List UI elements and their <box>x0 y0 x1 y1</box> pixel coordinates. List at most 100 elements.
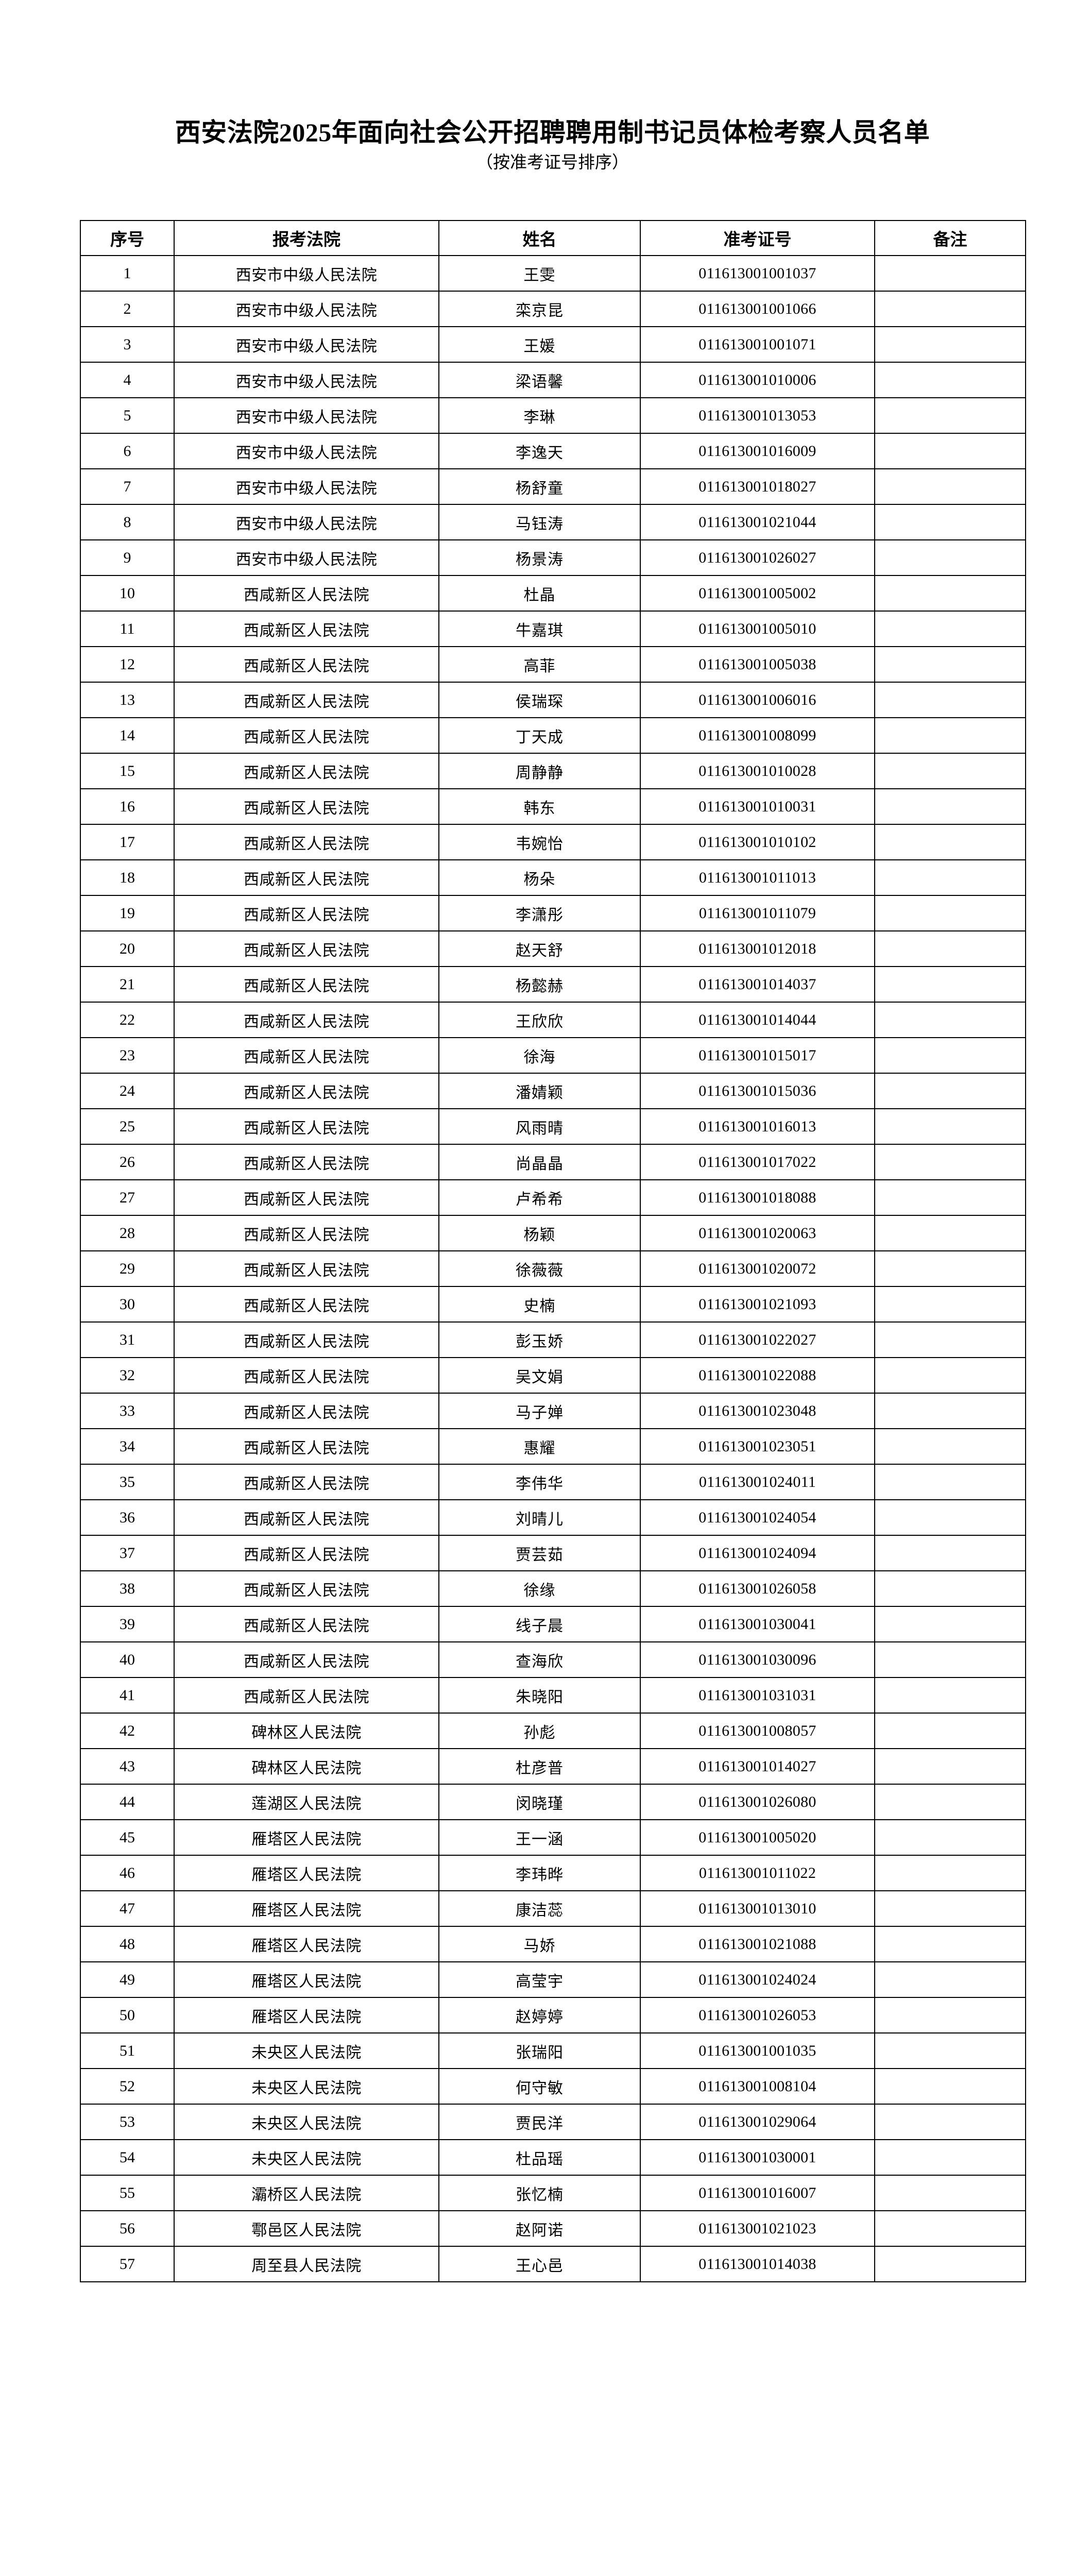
table-row: 18 西咸新区人民法院 杨朵 011613001011013 <box>80 859 1026 896</box>
cell-name: 李琳 <box>438 397 641 434</box>
table-row: 24 西咸新区人民法院 潘婧颖 011613001015036 <box>80 1073 1026 1109</box>
cell-remark <box>874 575 1026 612</box>
cell-remark <box>874 362 1026 398</box>
cell-ticket: 011613001012018 <box>640 930 875 967</box>
cell-court: 雁塔区人民法院 <box>174 1926 439 1962</box>
cell-name: 梁语馨 <box>438 362 641 398</box>
cell-name: 张忆楠 <box>438 2175 641 2211</box>
cell-seq: 31 <box>80 1321 175 1358</box>
cell-remark <box>874 1641 1026 1678</box>
cell-name: 丁天成 <box>438 717 641 754</box>
cell-court: 西咸新区人民法院 <box>174 1250 439 1287</box>
cell-name: 史楠 <box>438 1286 641 1323</box>
cell-ticket: 011613001021044 <box>640 504 875 540</box>
table-row: 51 未央区人民法院 张瑞阳 011613001001035 <box>80 2032 1026 2069</box>
cell-seq: 12 <box>80 646 175 683</box>
cell-seq: 34 <box>80 1428 175 1465</box>
cell-remark <box>874 682 1026 718</box>
cell-remark <box>874 717 1026 754</box>
table-row: 4 西安市中级人民法院 梁语馨 011613001010006 <box>80 362 1026 398</box>
table-row: 26 西咸新区人民法院 尚晶晶 011613001017022 <box>80 1144 1026 1180</box>
cell-ticket: 011613001011022 <box>640 1855 875 1891</box>
cell-seq: 54 <box>80 2139 175 2176</box>
cell-seq: 17 <box>80 824 175 860</box>
cell-court: 雁塔区人民法院 <box>174 1855 439 1891</box>
cell-ticket: 011613001020072 <box>640 1250 875 1287</box>
table-row: 1 西安市中级人民法院 王雯 011613001001037 <box>80 255 1026 292</box>
cell-ticket: 011613001026027 <box>640 539 875 576</box>
table-row: 16 西咸新区人民法院 韩东 011613001010031 <box>80 788 1026 825</box>
cell-ticket: 011613001026058 <box>640 1570 875 1607</box>
cell-name: 杜彦普 <box>438 1748 641 1785</box>
cell-name: 高菲 <box>438 646 641 683</box>
cell-seq: 11 <box>80 611 175 647</box>
cell-court: 西咸新区人民法院 <box>174 895 439 931</box>
cell-name: 李伟华 <box>438 1464 641 1500</box>
cell-name: 张瑞阳 <box>438 2032 641 2069</box>
cell-court: 西咸新区人民法院 <box>174 1606 439 1642</box>
table-row: 5 西安市中级人民法院 李琳 011613001013053 <box>80 397 1026 434</box>
cell-seq: 45 <box>80 1819 175 1856</box>
cell-seq: 42 <box>80 1713 175 1749</box>
cell-court: 西咸新区人民法院 <box>174 1393 439 1429</box>
cell-name: 李潇彤 <box>438 895 641 931</box>
page-subtitle: （按准考证号排序） <box>476 154 629 172</box>
cell-remark <box>874 2175 1026 2211</box>
cell-remark <box>874 539 1026 576</box>
cell-seq: 22 <box>80 1002 175 1038</box>
cell-ticket: 011613001018088 <box>640 1179 875 1216</box>
cell-ticket: 011613001015036 <box>640 1073 875 1109</box>
cell-seq: 39 <box>80 1606 175 1642</box>
cell-court: 西安市中级人民法院 <box>174 397 439 434</box>
cell-seq: 14 <box>80 717 175 754</box>
cell-remark <box>874 753 1026 789</box>
cell-court: 西咸新区人民法院 <box>174 1641 439 1678</box>
table-row: 33 西咸新区人民法院 马子婵 011613001023048 <box>80 1393 1026 1429</box>
cell-remark <box>874 326 1026 363</box>
cell-court: 碑林区人民法院 <box>174 1748 439 1785</box>
cell-court: 西咸新区人民法院 <box>174 646 439 683</box>
table-row: 46 雁塔区人民法院 李玮晔 011613001011022 <box>80 1855 1026 1891</box>
cell-seq: 28 <box>80 1215 175 1251</box>
cell-ticket: 011613001001071 <box>640 326 875 363</box>
table-row: 31 西咸新区人民法院 彭玉娇 011613001022027 <box>80 1321 1026 1358</box>
cell-ticket: 011613001014038 <box>640 2246 875 2282</box>
table-row: 7 西安市中级人民法院 杨舒童 011613001018027 <box>80 468 1026 505</box>
cell-court: 西咸新区人民法院 <box>174 753 439 789</box>
cell-court: 莲湖区人民法院 <box>174 1784 439 1820</box>
cell-seq: 21 <box>80 966 175 1003</box>
table-row: 57 周至县人民法院 王心邑 011613001014038 <box>80 2246 1026 2282</box>
cell-ticket: 011613001005020 <box>640 1819 875 1856</box>
cell-name: 闵晓瑾 <box>438 1784 641 1820</box>
roster-table: 序号 报考法院 姓名 准考证号 备注 1 西安市中级人民法院 王雯 011613001… <box>80 220 1026 2282</box>
column-header-remark: 备注 <box>874 220 1026 256</box>
cell-name: 尚晶晶 <box>438 1144 641 1180</box>
cell-court: 周至县人民法院 <box>174 2246 439 2282</box>
cell-ticket: 011613001030096 <box>640 1641 875 1678</box>
cell-seq: 33 <box>80 1393 175 1429</box>
column-header-name: 姓名 <box>438 220 641 256</box>
cell-remark <box>874 1464 1026 1500</box>
table-row: 41 西咸新区人民法院 朱晓阳 011613001031031 <box>80 1677 1026 1714</box>
cell-remark <box>874 859 1026 896</box>
table-row: 42 碑林区人民法院 孙彪 011613001008057 <box>80 1713 1026 1749</box>
cell-court: 西安市中级人民法院 <box>174 326 439 363</box>
column-header-court: 报考法院 <box>174 220 439 256</box>
table-row: 30 西咸新区人民法院 史楠 011613001021093 <box>80 1286 1026 1323</box>
cell-seq: 53 <box>80 2104 175 2140</box>
cell-seq: 49 <box>80 1961 175 1998</box>
cell-court: 西咸新区人民法院 <box>174 1357 439 1394</box>
table-row: 52 未央区人民法院 何守敏 011613001008104 <box>80 2068 1026 2105</box>
cell-court: 西咸新区人民法院 <box>174 930 439 967</box>
column-header-ticket: 准考证号 <box>640 220 875 256</box>
cell-seq: 19 <box>80 895 175 931</box>
cell-ticket: 011613001011079 <box>640 895 875 931</box>
table-row: 48 雁塔区人民法院 马娇 011613001021088 <box>80 1926 1026 1962</box>
cell-name: 马娇 <box>438 1926 641 1962</box>
cell-remark <box>874 1926 1026 1962</box>
cell-court: 西安市中级人民法院 <box>174 468 439 505</box>
cell-name: 杜品瑶 <box>438 2139 641 2176</box>
cell-court: 雁塔区人民法院 <box>174 1819 439 1856</box>
cell-seq: 15 <box>80 753 175 789</box>
cell-ticket: 011613001017022 <box>640 1144 875 1180</box>
